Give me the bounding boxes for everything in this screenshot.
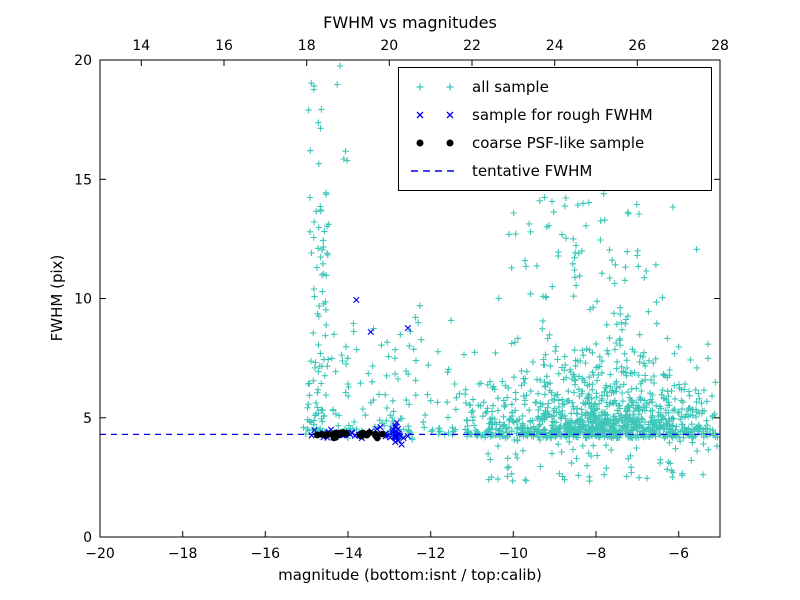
plus-marker-icon	[416, 83, 454, 91]
y-tick-label: 10	[74, 292, 92, 308]
x-top-tick-label: 22	[463, 38, 481, 54]
x-marker-icon	[416, 111, 454, 119]
x-top-tick-label: 16	[215, 38, 233, 54]
y-tick-label: 20	[74, 53, 92, 69]
legend-item-coarse-psf: coarse PSF-like sample	[399, 129, 711, 157]
dashed-line-icon	[411, 170, 459, 172]
y-axis-label: FWHM (pix)	[48, 254, 66, 342]
legend-label: coarse PSF-like sample	[472, 134, 645, 152]
legend: all sample sample for rough FWHM coarse …	[398, 67, 712, 191]
x-tick-label: −6	[668, 546, 689, 562]
x-tick-label: −12	[416, 546, 446, 562]
series-dot	[313, 429, 386, 442]
y-tick-label: 5	[83, 411, 92, 427]
x-tick-label: −10	[499, 546, 529, 562]
x-tick-label: −16	[251, 546, 281, 562]
dot-marker-icon	[416, 139, 454, 147]
x-axis-label: magnitude (bottom:isnt / top:calib)	[278, 566, 542, 584]
x-tick-label: −14	[333, 546, 363, 562]
legend-label: sample for rough FWHM	[472, 106, 653, 124]
legend-item-tentative-fwhm: tentative FWHM	[399, 157, 711, 185]
x-top-tick-label: 24	[546, 38, 564, 54]
legend-label: tentative FWHM	[472, 162, 593, 180]
x-top-tick-label: 28	[711, 38, 729, 54]
y-tick-label: 15	[74, 172, 92, 188]
x-tick-label: −20	[85, 546, 115, 562]
x-top-tick-label: 18	[298, 38, 316, 54]
x-top-tick-label: 20	[380, 38, 398, 54]
x-tick-label: −18	[168, 546, 198, 562]
x-top-tick-label: 26	[628, 38, 646, 54]
chart-title: FWHM vs magnitudes	[323, 13, 497, 32]
x-tick-label: −8	[586, 546, 607, 562]
x-top-tick-label: 14	[132, 38, 150, 54]
legend-item-rough-fwhm: sample for rough FWHM	[399, 101, 711, 129]
legend-label: all sample	[472, 78, 549, 96]
y-tick-label: 0	[83, 530, 92, 546]
legend-item-all-sample: all sample	[399, 73, 711, 101]
